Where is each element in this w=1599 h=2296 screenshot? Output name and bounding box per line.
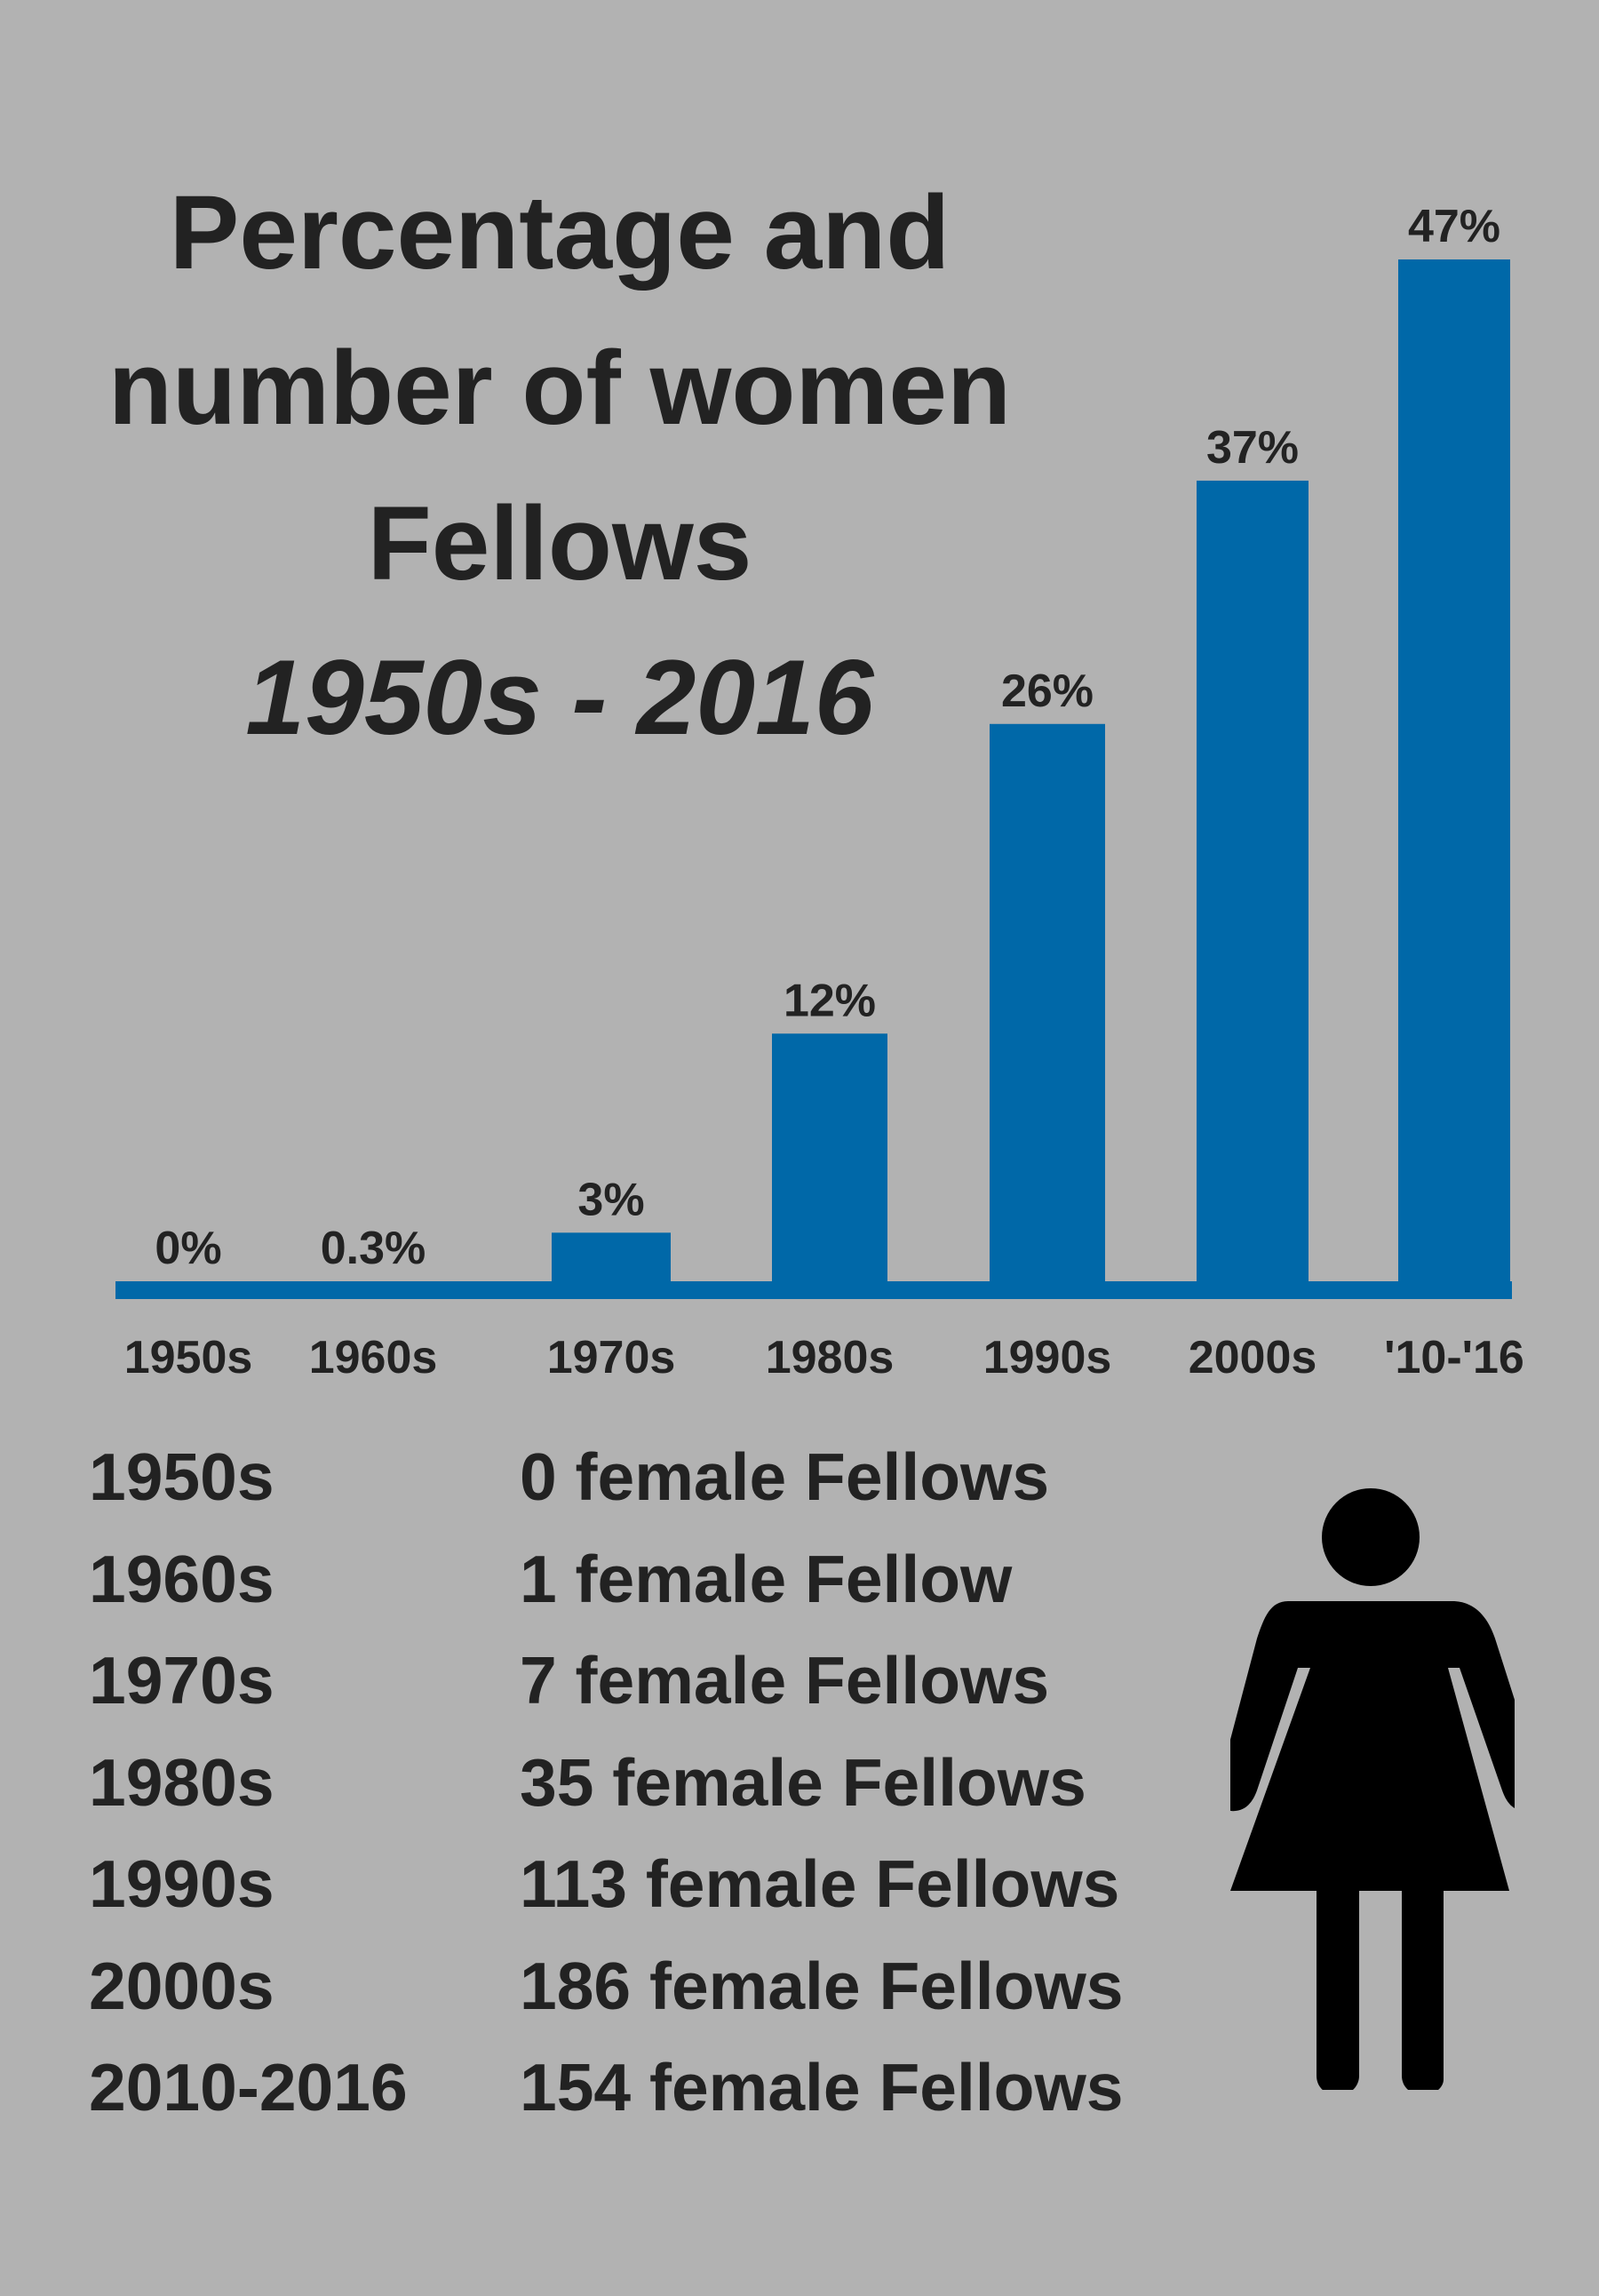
count-cell: 7 female Fellows <box>520 1643 1050 1718</box>
bar <box>552 1232 671 1299</box>
x-tick-label: 2000s <box>1189 1332 1317 1383</box>
count-cell: 186 female Fellows <box>520 1948 1124 2023</box>
title-line-2: number of women <box>107 330 1012 447</box>
bar-value-label: 3% <box>577 1174 644 1225</box>
bar <box>990 723 1105 1299</box>
woman-icon <box>1230 1488 1515 2090</box>
bar <box>131 1281 246 1299</box>
x-tick-label: 1990s <box>983 1332 1112 1383</box>
bar <box>1197 480 1309 1299</box>
x-tick-label: 1980s <box>766 1332 895 1383</box>
bar-value-label: 37% <box>1206 422 1299 474</box>
title-line-1: Percentage and <box>169 174 951 291</box>
bar-value-label: 0.3% <box>321 1223 426 1274</box>
x-tick-label: '10-'16 <box>1384 1332 1524 1383</box>
count-cell: 35 female Fellows <box>520 1744 1086 1820</box>
decade-cell: 1970s <box>89 1643 274 1718</box>
bar <box>315 1281 431 1299</box>
chart-title: Percentage and number of women Fellows 1… <box>53 155 1066 773</box>
count-cell: 113 female Fellows <box>520 1846 1120 1921</box>
count-cell: 154 female Fellows <box>520 2050 1124 2125</box>
bar-value-label: 12% <box>784 975 876 1026</box>
count-cell: 0 female Fellows <box>520 1439 1050 1514</box>
chart-subtitle: 1950s - 2016 <box>245 638 874 757</box>
bar <box>772 1033 887 1299</box>
decade-cell: 2010-2016 <box>89 2050 408 2125</box>
bar-chart: 0% 1950s 0.3% 1960s 3% 1970s 12% 1980s 26% 1990s 3… <box>115 201 1524 1383</box>
bar-value-label: 47% <box>1408 201 1500 252</box>
bar-value-label: 0% <box>155 1223 221 1274</box>
decade-cell: 1990s <box>89 1846 274 1921</box>
count-cell: 1 female Fellow <box>520 1541 1013 1616</box>
decade-cell: 2000s <box>89 1948 274 2023</box>
x-tick-label: 1950s <box>124 1332 253 1383</box>
x-tick-label: 1960s <box>309 1332 438 1383</box>
decade-cell: 1960s <box>89 1541 274 1616</box>
decade-cell: 1950s <box>89 1439 274 1514</box>
x-tick-label: 1970s <box>547 1332 676 1383</box>
bar-value-label: 26% <box>1001 666 1094 717</box>
decade-cell: 1980s <box>89 1744 274 1820</box>
title-line-3: Fellows <box>367 485 752 602</box>
bar <box>1398 259 1510 1299</box>
